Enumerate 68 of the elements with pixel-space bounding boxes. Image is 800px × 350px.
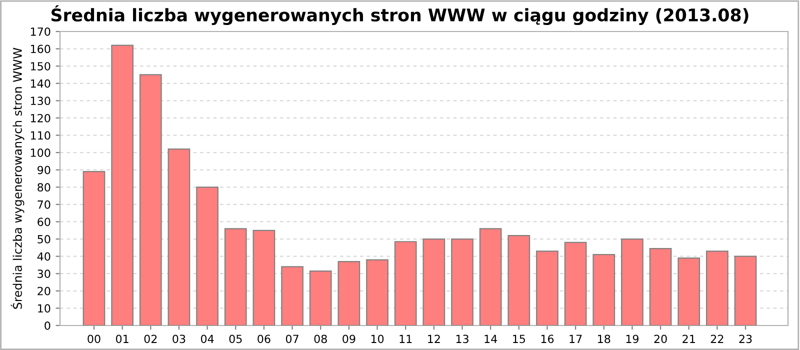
x-tick-label: 02 bbox=[144, 334, 157, 344]
y-axis-title: Średnia liczba wygenerowanych stron WWW bbox=[10, 48, 24, 309]
bar bbox=[451, 238, 474, 326]
y-tick-label: 50 bbox=[38, 235, 50, 244]
x-tick-label: 20 bbox=[654, 334, 667, 344]
y-tick-label: 80 bbox=[38, 183, 50, 192]
bar bbox=[536, 250, 558, 326]
y-tick-label: 20 bbox=[38, 286, 50, 296]
bar bbox=[196, 186, 218, 326]
x-tick-label: 21 bbox=[682, 334, 695, 343]
x-tick-label: 15 bbox=[513, 334, 525, 344]
bar bbox=[281, 266, 304, 326]
x-tick-label: 03 bbox=[172, 334, 186, 344]
x-tick-label: 14 bbox=[484, 334, 498, 343]
bar bbox=[678, 258, 700, 326]
y-tick-label: 120 bbox=[30, 114, 50, 122]
bar bbox=[508, 235, 530, 326]
y-tick-label: 140 bbox=[30, 79, 50, 88]
x-tick-label: 09 bbox=[342, 334, 356, 344]
y-tick-label: 10 bbox=[38, 304, 50, 313]
bar bbox=[309, 270, 332, 326]
bar bbox=[706, 250, 728, 326]
x-tick-label: 11 bbox=[400, 334, 412, 343]
x-tick-label: 00 bbox=[88, 334, 100, 344]
x-tick-label: 13 bbox=[456, 334, 468, 344]
bar bbox=[649, 248, 672, 326]
chart-title: Średnia liczba wygenerowanych stron WWW w ciągu godziny (2013.08) bbox=[51, 5, 748, 26]
bar bbox=[139, 74, 162, 326]
y-tick-label: 30 bbox=[38, 270, 50, 278]
x-tick-label: 19 bbox=[626, 334, 638, 344]
y-tick-label: 100 bbox=[30, 148, 50, 157]
x-tick-label: 17 bbox=[570, 334, 582, 343]
y-tick-label: 90 bbox=[38, 166, 50, 174]
y-tick-label: 130 bbox=[30, 96, 50, 106]
bar bbox=[734, 256, 757, 326]
y-tick-label: 70 bbox=[38, 200, 50, 209]
x-tick-label: 01 bbox=[116, 334, 128, 344]
bar bbox=[564, 242, 587, 326]
bar bbox=[479, 228, 502, 326]
bar bbox=[82, 171, 106, 326]
y-tick-label: 40 bbox=[37, 252, 50, 261]
x-tick-label: 05 bbox=[229, 334, 242, 344]
bar bbox=[252, 230, 276, 326]
bar bbox=[224, 228, 247, 326]
y-tick-label: 150 bbox=[30, 62, 50, 70]
y-tick-label: 0 bbox=[44, 321, 50, 330]
y-tick-label: 60 bbox=[38, 218, 50, 226]
x-tick-label: 22 bbox=[710, 334, 724, 343]
bar bbox=[366, 259, 388, 326]
x-tick-label: 23 bbox=[739, 334, 752, 344]
x-tick-label: 10 bbox=[371, 334, 384, 344]
bar bbox=[168, 148, 190, 326]
bar bbox=[422, 238, 446, 326]
y-tick-label: 170 bbox=[30, 27, 50, 36]
bar bbox=[394, 241, 417, 326]
x-tick-label: 16 bbox=[541, 334, 554, 344]
x-tick-label: 18 bbox=[598, 334, 610, 344]
bar bbox=[338, 260, 360, 326]
bar bbox=[111, 44, 134, 326]
x-tick-label: 06 bbox=[258, 334, 270, 344]
x-tick-label: 12 bbox=[428, 334, 440, 343]
x-tick-label: 07 bbox=[286, 334, 298, 344]
y-tick-label: 110 bbox=[30, 131, 50, 140]
x-tick-label: 08 bbox=[314, 334, 327, 344]
x-tick-label: 04 bbox=[200, 334, 214, 344]
y-tick-label: 160 bbox=[30, 44, 50, 54]
bar bbox=[592, 254, 616, 326]
bar bbox=[621, 238, 644, 326]
